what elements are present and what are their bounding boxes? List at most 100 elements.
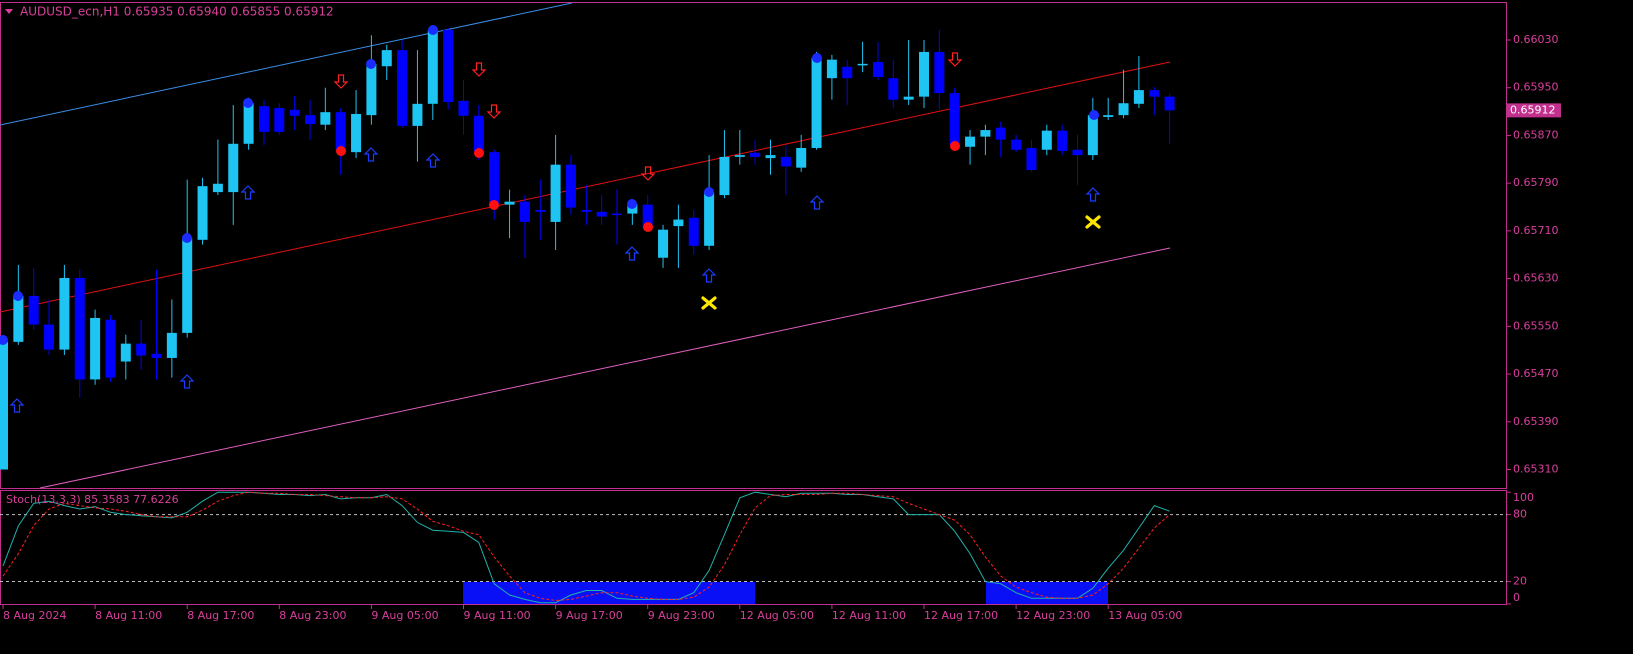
signal-dot <box>428 25 438 35</box>
candle-body <box>274 107 285 132</box>
candle-body <box>182 238 193 333</box>
signal-dot <box>0 335 8 345</box>
candle-body <box>1011 139 1022 150</box>
candle-body <box>581 210 592 212</box>
y-tick-label: 0.65950 <box>1513 81 1559 94</box>
x-tick-label: 8 Aug 17:00 <box>187 609 254 622</box>
candle-body <box>412 103 423 126</box>
candle-body <box>734 155 745 157</box>
x-tick-label: 9 Aug 23:00 <box>648 609 715 622</box>
candle-body <box>212 183 223 193</box>
candle-body <box>28 295 39 325</box>
signal-dot <box>13 291 23 301</box>
signal-dot <box>243 98 253 108</box>
candle-body <box>397 50 408 126</box>
axis-layer: 0.66030 0.65950 0.65870 0.65790 0.65710 0.656… <box>2 33 1561 622</box>
candle-body <box>1133 90 1144 104</box>
candle-body <box>381 50 392 67</box>
candle-body <box>197 186 208 240</box>
main-panel-frame <box>0 2 1507 489</box>
current-price-tag <box>1507 103 1561 118</box>
candle-body <box>1164 96 1175 111</box>
candle-body <box>489 152 500 205</box>
candle-body <box>320 112 331 125</box>
candle-body <box>750 152 761 157</box>
candle-body <box>673 219 684 227</box>
candle-body <box>74 278 85 380</box>
candle-body <box>934 51 945 94</box>
x-tick-label: 12 Aug 11:00 <box>832 609 906 622</box>
candle-body <box>1149 90 1160 97</box>
candle-body <box>351 113 362 153</box>
symbol-menu-icon[interactable] <box>5 9 13 14</box>
candle-body <box>120 343 131 362</box>
candle-body <box>765 155 776 159</box>
candle-body <box>105 319 116 378</box>
candle-body <box>811 57 822 148</box>
candle-body <box>796 147 807 168</box>
candle-body <box>1072 149 1083 156</box>
candle-body <box>658 229 669 258</box>
channel-lower <box>39 247 1171 489</box>
signal-dot <box>812 53 822 63</box>
signal-dot <box>643 222 653 232</box>
candle-body <box>443 29 454 103</box>
candle-body <box>842 66 853 79</box>
y-tick-label: 0.65870 <box>1513 128 1559 141</box>
candle-body <box>289 109 300 116</box>
signal-dot <box>474 148 484 158</box>
candle-body <box>1118 103 1129 116</box>
candle-body <box>642 204 653 227</box>
x-tick-label: 13 Aug 05:00 <box>1108 609 1182 622</box>
candle-body <box>335 112 346 150</box>
candle-body <box>872 62 883 77</box>
signal-dot <box>950 141 960 151</box>
candle-body <box>458 100 469 116</box>
y-tick-label: 0.66030 <box>1513 33 1559 46</box>
candle-body <box>688 217 699 246</box>
candle-body <box>780 156 791 167</box>
candle-body <box>90 317 101 380</box>
candle-body <box>166 332 177 358</box>
candle-body <box>519 201 530 222</box>
y-tick-label: 0.65470 <box>1513 367 1559 380</box>
y-tick-label: 0.65630 <box>1513 272 1559 285</box>
candle-body <box>704 192 715 246</box>
candle-body <box>504 201 515 205</box>
y-tick-label: 0.65790 <box>1513 176 1559 189</box>
signal-dot <box>366 59 376 69</box>
regression-channel <box>0 2 1171 489</box>
candle-body <box>136 343 147 356</box>
candle-body <box>243 103 254 144</box>
signal-dot <box>336 146 346 156</box>
y-tick-label: 0.65550 <box>1513 319 1559 332</box>
candle-body <box>980 130 991 137</box>
stoch-line <box>2 491 1170 604</box>
x-tick-label: 8 Aug 2024 <box>3 609 66 622</box>
y-tick-label: 20 <box>1513 575 1527 588</box>
candle-body <box>919 51 929 97</box>
chart-title: AUDUSD_ecn,H1 0.65935 0.65940 0.65855 0.… <box>20 5 334 19</box>
data-layer <box>0 28 1507 604</box>
stoch-line <box>2 491 1170 602</box>
signal-dot <box>1089 110 1099 120</box>
signal-markers <box>0 25 1101 413</box>
x-tick-label: 12 Aug 23:00 <box>1016 609 1090 622</box>
x-tick-label: 9 Aug 11:00 <box>464 609 531 622</box>
candle-body <box>228 143 239 193</box>
candle-body <box>596 211 607 217</box>
x-tick-label: 9 Aug 05:00 <box>371 609 438 622</box>
candle-body <box>965 136 976 147</box>
candle-body <box>59 278 70 350</box>
candle-body <box>612 213 622 216</box>
signal-dot <box>182 233 192 243</box>
candle-body <box>473 115 484 153</box>
y-tick-label: 0 <box>1513 591 1520 604</box>
y-tick-label: 80 <box>1513 508 1527 521</box>
x-tick-label: 12 Aug 05:00 <box>740 609 814 622</box>
signal-dot <box>704 187 714 197</box>
channel-upper <box>0 2 573 126</box>
candle-body <box>888 78 899 100</box>
channel-middle <box>0 61 1171 313</box>
